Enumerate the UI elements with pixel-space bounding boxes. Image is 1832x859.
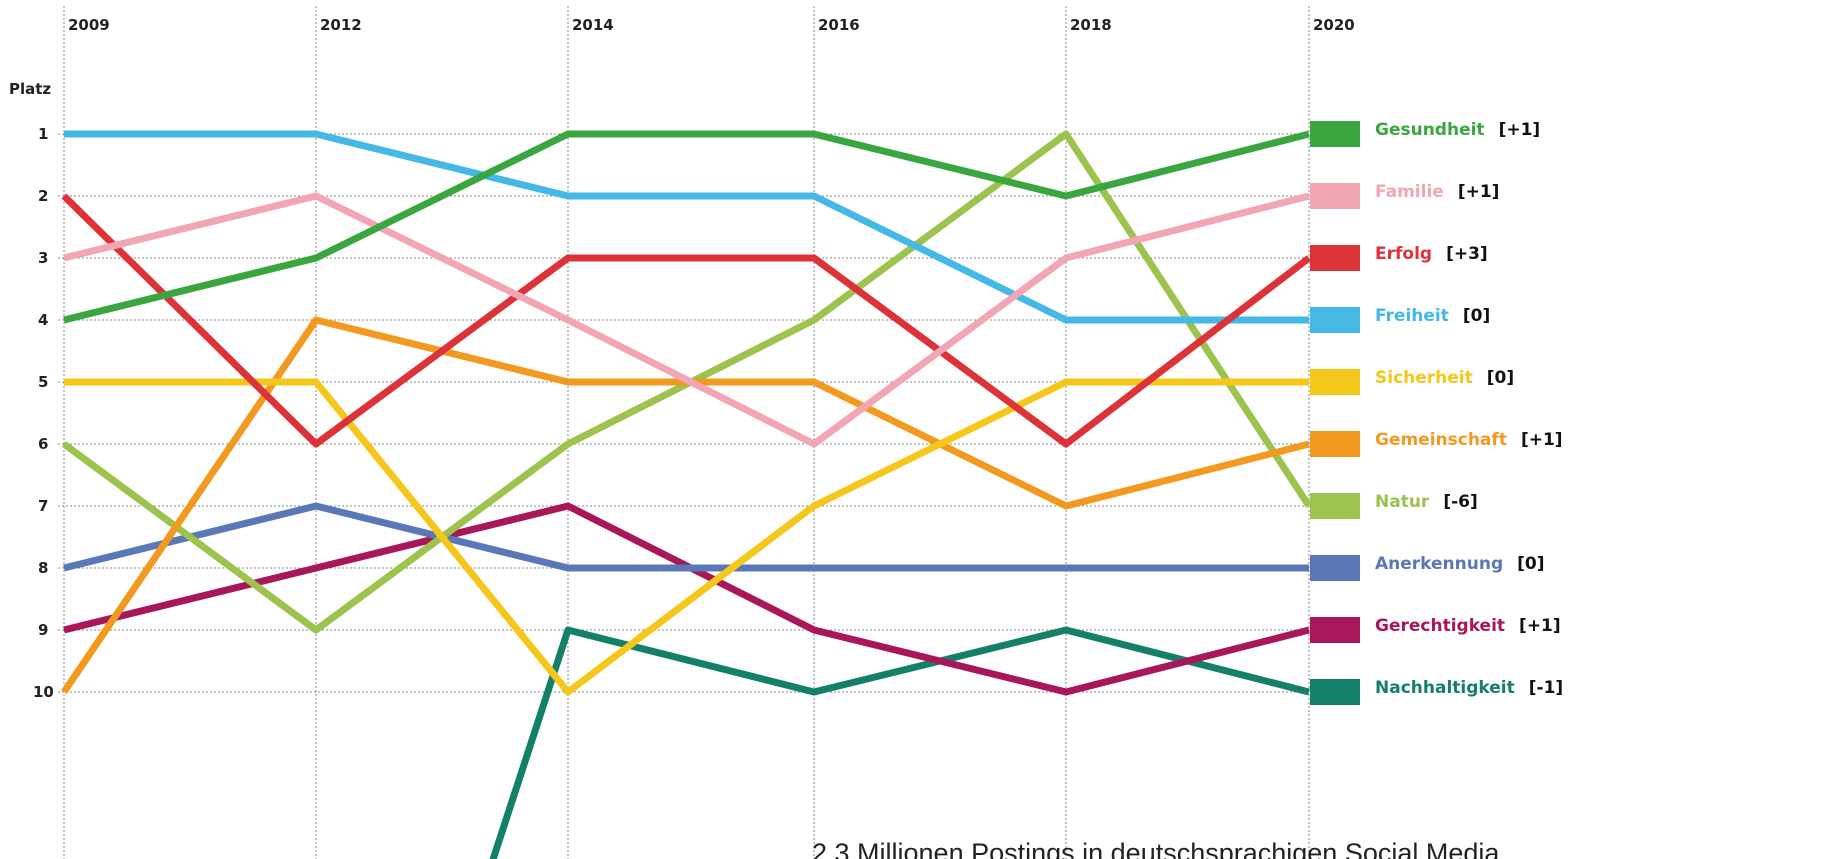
series-line-gesundheit xyxy=(63,130,1310,324)
legend-swatch xyxy=(1310,369,1360,395)
year-tick-label: 2014 xyxy=(572,16,614,34)
rank-tick-label: 7 xyxy=(38,497,48,515)
legend-swatch xyxy=(1310,307,1360,333)
year-tick-label: 2012 xyxy=(320,16,362,34)
legend-change-value: [+3] xyxy=(1446,244,1488,264)
series-line-sicherheit xyxy=(64,378,1309,696)
legend-change-value: [+1] xyxy=(1519,616,1561,636)
legend-label: Freiheit xyxy=(1375,306,1449,326)
rank-tick-label: 10 xyxy=(33,683,54,701)
legend-label: Gerechtigkeit xyxy=(1375,616,1505,636)
year-axis: 2009 2012 2014 2016 2018 2020 xyxy=(68,16,1355,34)
rank-axis: 1 2 3 4 5 6 7 8 9 10 xyxy=(33,125,54,701)
year-tick-label: 2020 xyxy=(1313,16,1355,34)
legend-change-value: [0] xyxy=(1463,306,1490,326)
rank-tick-label: 4 xyxy=(38,311,48,329)
legend-change-value: [-1] xyxy=(1529,678,1563,698)
series-line-nachhaltigkeit xyxy=(489,626,1310,859)
year-tick-label: 2009 xyxy=(68,16,110,34)
year-tick-label: 2016 xyxy=(818,16,860,34)
legend-swatch xyxy=(1310,245,1360,271)
legend-label: Erfolg xyxy=(1375,244,1432,264)
rank-tick-label: 1 xyxy=(38,125,48,143)
series-line-anerkennung xyxy=(63,502,1309,572)
series-lines xyxy=(61,130,1312,859)
legend-label: Gemeinschaft xyxy=(1375,430,1507,450)
legend-change-value: [+1] xyxy=(1521,430,1563,450)
legend-label: Familie xyxy=(1375,182,1444,202)
legend-label: Nachhaltigkeit xyxy=(1375,678,1515,698)
rank-tick-label: 5 xyxy=(38,373,48,391)
legend-change-value: [-6] xyxy=(1443,492,1477,512)
rank-tick-label: 2 xyxy=(38,187,48,205)
series-line-familie xyxy=(63,192,1310,448)
legend-swatch xyxy=(1310,121,1360,147)
rank-tick-label: 3 xyxy=(38,249,48,267)
legend-label: Gesundheit xyxy=(1375,120,1485,140)
legend-swatch xyxy=(1310,431,1360,457)
legend-swatch xyxy=(1310,617,1360,643)
legend-change-value: [0] xyxy=(1517,554,1544,574)
legend-swatch xyxy=(1310,493,1360,519)
series-line-erfolg xyxy=(61,193,1312,448)
rank-tick-label: 9 xyxy=(38,621,48,639)
legend-swatch xyxy=(1310,679,1360,705)
rank-tick-label: 8 xyxy=(38,559,48,577)
legend-label: Anerkennung xyxy=(1375,554,1503,574)
legend-label: Sicherheit xyxy=(1375,368,1473,388)
legend-swatch xyxy=(1310,183,1360,209)
year-tick-label: 2018 xyxy=(1070,16,1112,34)
legend-label: Natur xyxy=(1375,492,1430,512)
footer-caption: 2,3 Millionen Postings in deutschsprachi… xyxy=(812,838,1500,859)
legend-change-value: [+1] xyxy=(1499,120,1541,140)
rank-axis-title: Platz xyxy=(9,80,51,98)
legend-change-value: [+1] xyxy=(1458,182,1500,202)
legend-swatch xyxy=(1310,555,1360,581)
legend-change-value: [0] xyxy=(1487,368,1514,388)
series-line-freiheit xyxy=(64,130,1309,324)
legend: Gesundheit [+1] Familie [+1] Erfolg [+3] Freih… xyxy=(1310,120,1563,705)
rank-tick-label: 6 xyxy=(38,435,48,453)
